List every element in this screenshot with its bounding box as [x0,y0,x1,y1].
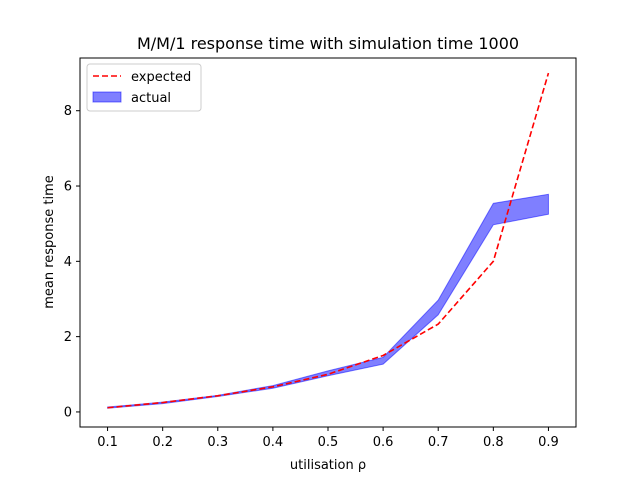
y-tick-label: 8 [64,104,72,119]
x-tick-label: 0.2 [152,435,173,450]
x-axis-label: utilisation ρ [290,458,366,473]
y-tick-label: 4 [64,255,72,270]
y-tick-label: 2 [64,330,72,345]
legend-actual-label: actual [131,91,171,106]
x-tick-label: 0.9 [538,435,559,450]
legend: expected actual [86,63,202,112]
plot-area [107,72,550,409]
x-tick-label: 0.7 [428,435,449,450]
legend-expected-label: expected [131,70,191,85]
y-tick-label: 6 [64,180,72,195]
x-tick-label: 0.6 [373,435,394,450]
x-tick-label: 0.4 [263,435,284,450]
legend-actual-swatch [92,91,122,103]
x-tick-label: 0.3 [207,435,228,450]
y-axis-label: mean response time [42,175,57,309]
x-tick-label: 0.8 [483,435,504,450]
x-tick-label: 0.1 [97,435,118,450]
ticks: 0.1 0.2 0.3 0.4 0.5 0.6 0.7 0.8 0.9 0 2 4 6 8 [64,104,559,450]
expected-line [107,72,550,409]
y-tick-label: 0 [64,405,72,420]
x-tick-label: 0.5 [318,435,339,450]
chart-title: M/M/1 response time with simulation time… [137,34,519,53]
